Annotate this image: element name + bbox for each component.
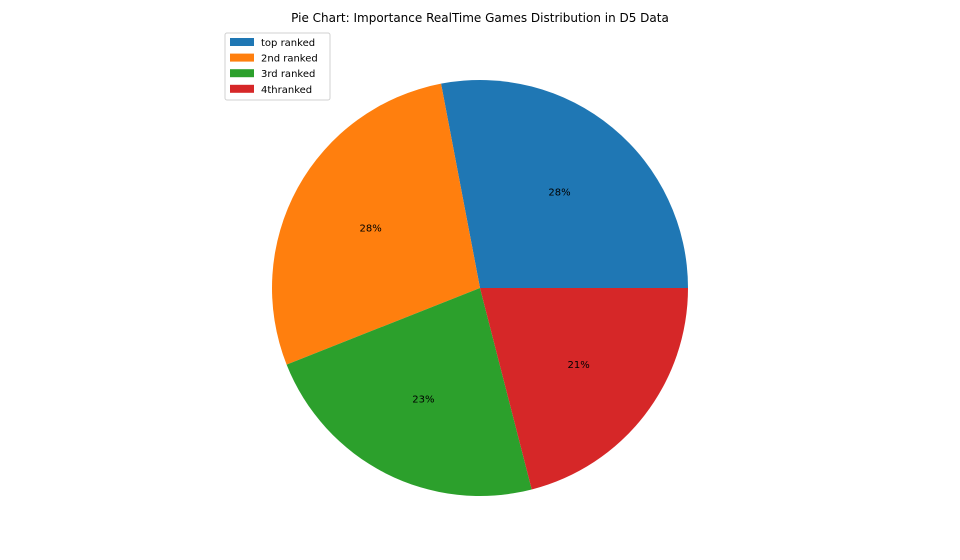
legend: top ranked 2nd ranked 3rd ranked 4thranked — [224, 32, 331, 101]
pie-slice-1 — [441, 80, 688, 289]
pie-slice-2 — [271, 83, 480, 365]
legend-label-4: 4thranked — [261, 85, 312, 96]
pie-slice-label-4: 21% — [567, 360, 589, 371]
legend-swatch-1 — [230, 38, 254, 46]
pie-slice-label-1: 28% — [548, 187, 570, 198]
pie-slices — [271, 80, 688, 496]
legend-swatch-4 — [230, 84, 254, 93]
legend-label-2: 2nd ranked — [261, 54, 318, 65]
legend-swatch-3 — [230, 69, 254, 78]
legend-label-3: 3rd ranked — [261, 69, 315, 80]
legend-label-1: top ranked — [261, 38, 315, 49]
legend-frame — [224, 32, 331, 101]
pie-slice-label-2: 28% — [360, 223, 382, 234]
pie-slice-3 — [286, 288, 532, 496]
pie-percent-labels: 28% 28% 23% 21% — [360, 187, 590, 405]
pie-slice-label-3: 23% — [412, 395, 434, 406]
chart-title: Pie Chart: Importance RealTime Games Dis… — [291, 11, 669, 25]
legend-swatch-2 — [230, 53, 254, 62]
pie-slice-4 — [480, 288, 688, 490]
